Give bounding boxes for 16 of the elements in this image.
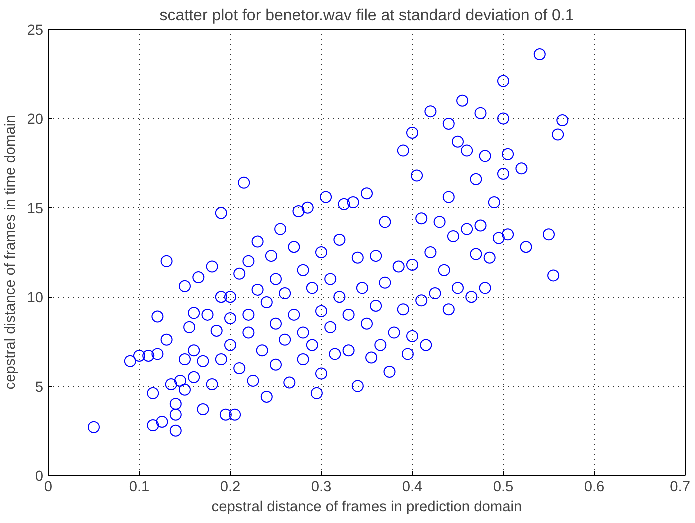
x-tick-label: 0.2 bbox=[220, 480, 241, 496]
y-tick-label: 20 bbox=[27, 112, 44, 128]
x-tick-label: 0.1 bbox=[129, 480, 150, 496]
y-tick-label: 10 bbox=[27, 290, 44, 307]
x-axis-title: cepstral distance of frames in prediction domain bbox=[212, 500, 522, 516]
y-tick-label: 0 bbox=[35, 469, 44, 485]
x-tick-label: 0.3 bbox=[311, 480, 332, 496]
y-tick-label: 5 bbox=[35, 380, 44, 396]
x-tick-label: 0.4 bbox=[402, 480, 423, 496]
x-tick-label: 0.6 bbox=[584, 480, 605, 496]
y-tick-label: 25 bbox=[27, 23, 44, 39]
chart-title: scatter plot for benetor.wav file at standard deviation of 0.1 bbox=[160, 8, 574, 24]
x-tick-label: 0.7 bbox=[670, 480, 690, 496]
y-axis-title: cepstral distance of frames in time domain bbox=[3, 115, 20, 390]
x-tick-label: 0.5 bbox=[493, 480, 514, 496]
y-tick-label: 15 bbox=[27, 201, 44, 218]
